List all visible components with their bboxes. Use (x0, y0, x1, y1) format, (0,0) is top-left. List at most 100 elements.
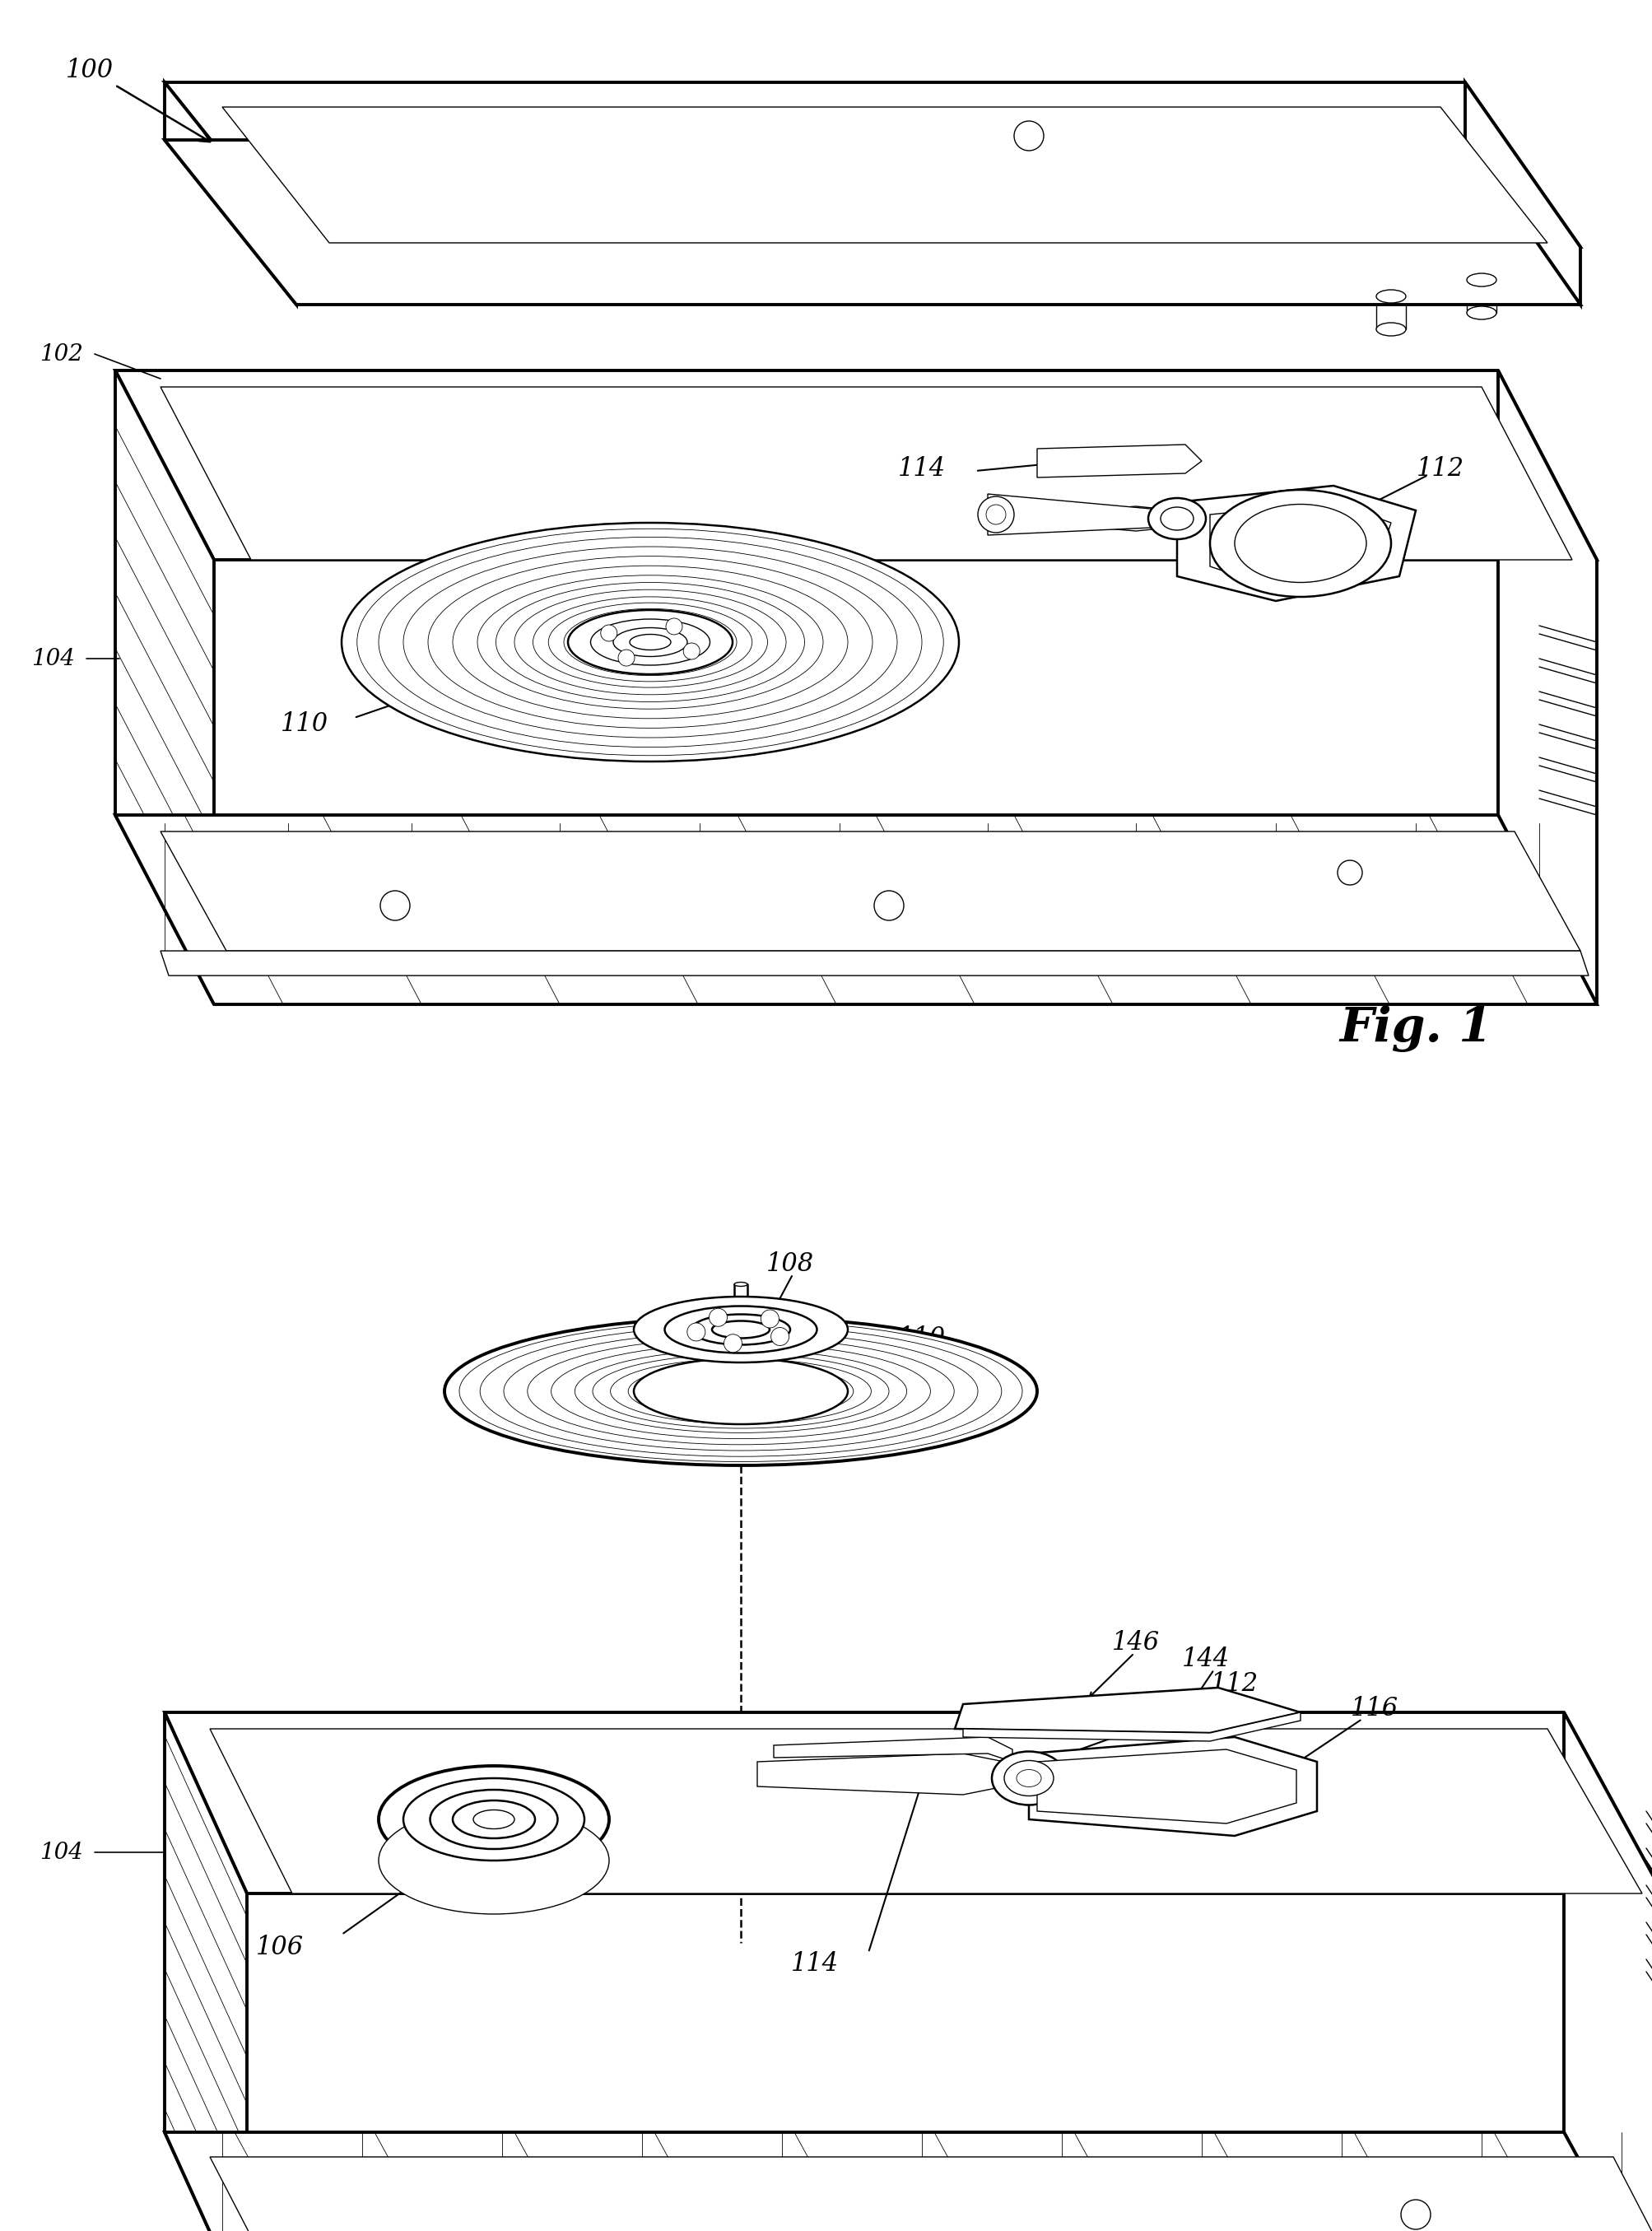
Ellipse shape (733, 1283, 747, 1287)
Polygon shape (165, 83, 1579, 248)
Text: 146: 146 (1112, 1629, 1160, 1655)
Polygon shape (165, 1713, 246, 2231)
Ellipse shape (1376, 323, 1406, 337)
Ellipse shape (691, 1314, 790, 1345)
Circle shape (978, 498, 1014, 533)
Ellipse shape (514, 589, 786, 694)
Ellipse shape (428, 556, 872, 727)
Polygon shape (160, 950, 1588, 975)
Ellipse shape (342, 522, 958, 761)
Ellipse shape (991, 1751, 1066, 1805)
Ellipse shape (477, 576, 823, 709)
Ellipse shape (550, 1343, 930, 1439)
Ellipse shape (504, 1332, 978, 1450)
Ellipse shape (403, 547, 897, 738)
Polygon shape (116, 814, 1596, 1004)
Text: 110: 110 (897, 1325, 945, 1350)
Ellipse shape (1209, 491, 1391, 598)
Polygon shape (210, 1729, 1642, 1894)
Ellipse shape (593, 1354, 889, 1428)
Text: 112: 112 (1416, 457, 1464, 482)
Ellipse shape (378, 1767, 610, 1872)
Circle shape (682, 643, 699, 660)
Polygon shape (221, 107, 1546, 243)
Polygon shape (210, 2157, 1652, 2231)
Ellipse shape (1016, 1769, 1041, 1787)
Ellipse shape (357, 529, 943, 756)
Text: 108: 108 (767, 1252, 814, 1276)
Ellipse shape (453, 1800, 535, 1838)
Polygon shape (757, 1754, 1004, 1794)
Circle shape (666, 618, 682, 634)
Circle shape (618, 649, 634, 667)
Text: 116: 116 (1350, 1696, 1398, 1720)
Polygon shape (1563, 1713, 1652, 2231)
Polygon shape (116, 370, 1596, 560)
Polygon shape (1085, 506, 1176, 531)
Ellipse shape (1148, 498, 1206, 540)
Text: Fig. 1: Fig. 1 (1338, 1006, 1492, 1053)
Circle shape (760, 1310, 778, 1327)
Text: 110: 110 (281, 712, 329, 736)
Ellipse shape (472, 1809, 514, 1829)
Ellipse shape (459, 1321, 1023, 1461)
Ellipse shape (532, 596, 767, 687)
Polygon shape (160, 832, 1579, 950)
Ellipse shape (633, 1359, 847, 1423)
Circle shape (380, 890, 410, 921)
Ellipse shape (633, 1296, 847, 1363)
Polygon shape (773, 1738, 1013, 1762)
Text: 114: 114 (897, 457, 945, 482)
Polygon shape (1209, 502, 1391, 589)
Circle shape (724, 1334, 742, 1352)
Text: 104: 104 (40, 1841, 84, 1863)
Circle shape (770, 1327, 788, 1345)
Ellipse shape (548, 602, 752, 680)
Ellipse shape (527, 1339, 953, 1446)
Polygon shape (988, 493, 1168, 535)
Polygon shape (1497, 370, 1596, 1004)
Ellipse shape (430, 1789, 557, 1849)
Ellipse shape (613, 627, 687, 656)
Ellipse shape (1234, 504, 1366, 582)
Ellipse shape (1376, 290, 1406, 303)
Polygon shape (165, 1713, 1652, 1894)
Polygon shape (1036, 1749, 1295, 1823)
Text: 102: 102 (40, 344, 84, 366)
Ellipse shape (444, 1316, 1036, 1466)
Ellipse shape (378, 538, 922, 747)
Polygon shape (160, 386, 1571, 560)
Ellipse shape (664, 1305, 816, 1352)
Text: 104: 104 (31, 647, 76, 669)
Polygon shape (165, 83, 296, 306)
Ellipse shape (568, 609, 732, 674)
Ellipse shape (590, 618, 710, 665)
Text: 114: 114 (791, 1950, 839, 1977)
Polygon shape (963, 1713, 1300, 1740)
Circle shape (709, 1307, 727, 1327)
Circle shape (687, 1323, 705, 1341)
Circle shape (874, 890, 904, 921)
Ellipse shape (378, 1807, 610, 1914)
Ellipse shape (1465, 274, 1495, 286)
Text: 112: 112 (1211, 1671, 1257, 1696)
Polygon shape (1036, 444, 1201, 477)
Polygon shape (116, 370, 213, 1004)
Ellipse shape (575, 1350, 907, 1432)
Ellipse shape (403, 1778, 585, 1861)
Text: 106: 106 (256, 1934, 304, 1959)
Polygon shape (165, 141, 1579, 306)
Ellipse shape (1465, 306, 1495, 319)
Text: 144: 144 (1181, 1646, 1229, 1671)
Ellipse shape (629, 634, 671, 649)
Circle shape (986, 504, 1006, 524)
Ellipse shape (610, 1359, 871, 1423)
Ellipse shape (563, 609, 737, 676)
Ellipse shape (1004, 1760, 1052, 1796)
Polygon shape (1029, 1738, 1317, 1836)
Polygon shape (1464, 83, 1579, 306)
Polygon shape (165, 2133, 1652, 2231)
Ellipse shape (712, 1321, 770, 1339)
Ellipse shape (643, 1368, 838, 1417)
Ellipse shape (628, 1363, 852, 1419)
